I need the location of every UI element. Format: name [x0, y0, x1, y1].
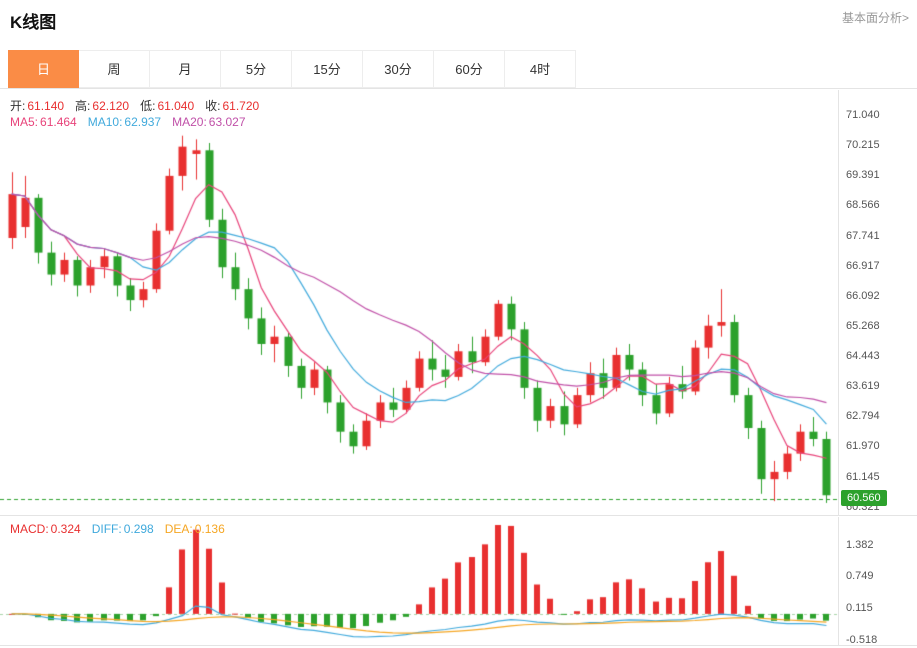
- macd-label: MACD:: [10, 522, 49, 536]
- close-value: 61.720: [222, 99, 260, 113]
- timeframe-tab-15分[interactable]: 15分: [292, 50, 363, 88]
- price-axis-label: 69.391: [846, 169, 880, 182]
- high-value: 62.120: [92, 99, 130, 113]
- macd-chart-canvas[interactable]: [0, 517, 838, 645]
- ma-info: MA5: 61.464 MA10: 62.937 MA20: 63.027: [10, 115, 257, 129]
- open-value: 61.140: [27, 99, 65, 113]
- diff-value: 0.298: [123, 522, 154, 536]
- macd-axis-label: -0.518: [846, 633, 878, 646]
- timeframe-tab-周[interactable]: 周: [79, 50, 150, 88]
- price-axis-label: 64.443: [846, 350, 880, 363]
- price-axis-label: 62.794: [846, 410, 880, 423]
- timeframe-tab-日[interactable]: 日: [8, 50, 79, 88]
- ma5-value: 61.464: [40, 115, 77, 129]
- macd-axis-label: 0.749: [846, 570, 874, 583]
- price-axis-label: 67.741: [846, 229, 880, 242]
- price-axis-label: 65.268: [846, 319, 880, 332]
- timeframe-tabbar: 日周月 5分 15分 30分 60分 4时: [0, 50, 917, 89]
- price-axis-label: 63.619: [846, 380, 880, 393]
- timeframe-tab-60分[interactable]: 60分: [434, 50, 505, 88]
- macd-panel: MACD: 0.324 DIFF: 0.298 DEA: 0.136 1.382 0.749…: [0, 517, 917, 646]
- ma20-value: 63.027: [208, 115, 246, 129]
- diff-label: DIFF:: [91, 522, 122, 536]
- dea-label: DEA:: [164, 522, 193, 536]
- price-axis-label: 70.215: [846, 139, 880, 152]
- main-price-axis: 60.560 71.040 70.215 69.391 68.566 67.741 66.…: [838, 90, 917, 515]
- macd-info: MACD: 0.324 DIFF: 0.298 DEA: 0.136: [10, 522, 236, 536]
- close-label: 收:: [205, 99, 221, 113]
- price-axis-label: 66.917: [846, 259, 880, 272]
- macd-axis-label: 0.115: [846, 602, 873, 615]
- macd-value: 0.324: [50, 522, 81, 536]
- main-chart-canvas[interactable]: [0, 90, 838, 515]
- low-value: 61.040: [157, 99, 195, 113]
- timeframe-tab-月[interactable]: 月: [150, 50, 221, 88]
- fundamental-analysis-link[interactable]: 基本面分析>: [841, 11, 909, 25]
- ma20-label: MA20:: [172, 115, 207, 129]
- ma10-value: 62.937: [124, 115, 162, 129]
- timeframe-tab-30分[interactable]: 30分: [363, 50, 434, 88]
- macd-axis-label: 1.382: [846, 538, 874, 551]
- price-axis-label: 66.092: [846, 289, 880, 302]
- main-chart-panel: 开: 61.140 高: 62.120 低: 61.040 收: 61.720 MA5: 61.…: [0, 90, 917, 516]
- high-label: 高:: [75, 99, 91, 113]
- dea-value: 0.136: [194, 522, 225, 536]
- page-title: K线图: [10, 13, 57, 32]
- ohlc-info: 开: 61.140 高: 62.120 低: 61.040 收: 61.720: [10, 97, 270, 114]
- low-label: 低:: [140, 99, 156, 113]
- ma5-label: MA5:: [10, 115, 39, 129]
- price-axis-label: 61.145: [846, 470, 880, 483]
- price-axis-label: 61.970: [846, 440, 880, 453]
- timeframe-tab-5分[interactable]: 5分: [221, 50, 292, 88]
- open-label: 开:: [10, 99, 26, 113]
- current-price-badge: 60.560: [841, 489, 887, 506]
- price-axis-label: 68.566: [846, 199, 880, 212]
- macd-value-axis: 1.382 0.749 0.115 -0.518: [838, 517, 917, 646]
- ma10-label: MA10:: [87, 115, 123, 129]
- price-axis-label: 71.040: [846, 108, 880, 121]
- timeframe-tab-4时[interactable]: 4时: [505, 50, 576, 88]
